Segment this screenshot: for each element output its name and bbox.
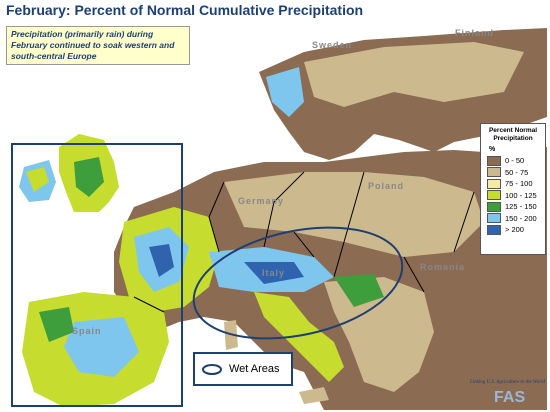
legend-swatch <box>487 213 501 224</box>
legend-item-label: 125 - 150 <box>505 202 537 212</box>
country-label-germany: Germany <box>238 196 285 206</box>
legend-swatch <box>487 201 501 212</box>
legend-swatch <box>487 178 501 189</box>
fas-tagline: Linking U.S. Agriculture to the World <box>470 380 545 385</box>
legend: Percent Normal Precipitation % 0 - 50 50 … <box>480 123 546 255</box>
wet-areas-label: Wet Areas <box>229 363 280 375</box>
legend-swatch <box>487 224 501 235</box>
legend-rows: 0 - 50 50 - 75 75 - 100 100 - 125 125 - 150 1… <box>481 155 545 236</box>
land-norway-wet <box>266 67 304 117</box>
country-label-poland: Poland <box>368 181 405 191</box>
land-ireland-dry <box>26 167 49 192</box>
map-title: February: Percent of Normal Cumulative P… <box>6 2 364 18</box>
wet-areas-key: Wet Areas <box>193 352 293 386</box>
land-scandinavia-dry <box>304 42 524 107</box>
country-label-spain: Spain <box>72 326 102 336</box>
ellipse-icon <box>202 363 222 375</box>
land-iberia-wet <box>64 317 139 377</box>
precipitation-map <box>11 28 547 410</box>
map-note: Precipitation (primarily rain) during Fe… <box>6 26 190 65</box>
land-balkans-green <box>334 274 384 307</box>
legend-swatch <box>487 167 501 178</box>
legend-item: 0 - 50 <box>487 155 545 167</box>
legend-item-label: 150 - 200 <box>505 213 537 223</box>
wet-area-south-central-ellipse <box>192 226 404 340</box>
legend-item-label: 50 - 75 <box>505 167 529 177</box>
legend-item: 50 - 75 <box>487 167 545 179</box>
legend-item-label: 75 - 100 <box>505 179 533 189</box>
land-france-vwet <box>149 244 174 277</box>
land-central-dry <box>224 172 484 257</box>
legend-item-label: 100 - 125 <box>505 190 537 200</box>
legend-swatch <box>487 190 501 201</box>
legend-title: Percent Normal Precipitation <box>488 127 538 142</box>
land-alps-vwet <box>244 262 304 284</box>
country-label-romania: Romania <box>420 262 466 272</box>
fas-logo: Linking U.S. Agriculture to the World FA… <box>470 378 548 410</box>
land-sicily <box>299 387 329 404</box>
country-label-sweden: Sweden <box>312 40 353 50</box>
land-gb-wet <box>74 157 104 197</box>
legend-item-label: > 200 <box>505 225 524 235</box>
legend-swatch <box>487 155 501 166</box>
fas-wordmark: FAS <box>494 389 526 406</box>
legend-item: 125 - 150 <box>487 201 545 213</box>
country-borders <box>133 171 475 313</box>
legend-item: 75 - 100 <box>487 178 545 190</box>
legend-item: 150 - 200 <box>487 213 545 225</box>
legend-item: 100 - 125 <box>487 190 545 202</box>
country-label-finland: Finland <box>455 28 494 38</box>
legend-item-label: 0 - 50 <box>505 156 525 166</box>
wet-area-west-box <box>11 143 183 407</box>
land-italy <box>254 292 344 382</box>
land-iberia-green <box>39 307 74 342</box>
legend-unit: % <box>489 146 496 153</box>
legend-item: > 200 <box>487 224 545 236</box>
country-label-italy: Italy <box>262 268 286 278</box>
land-balkans <box>324 277 434 392</box>
